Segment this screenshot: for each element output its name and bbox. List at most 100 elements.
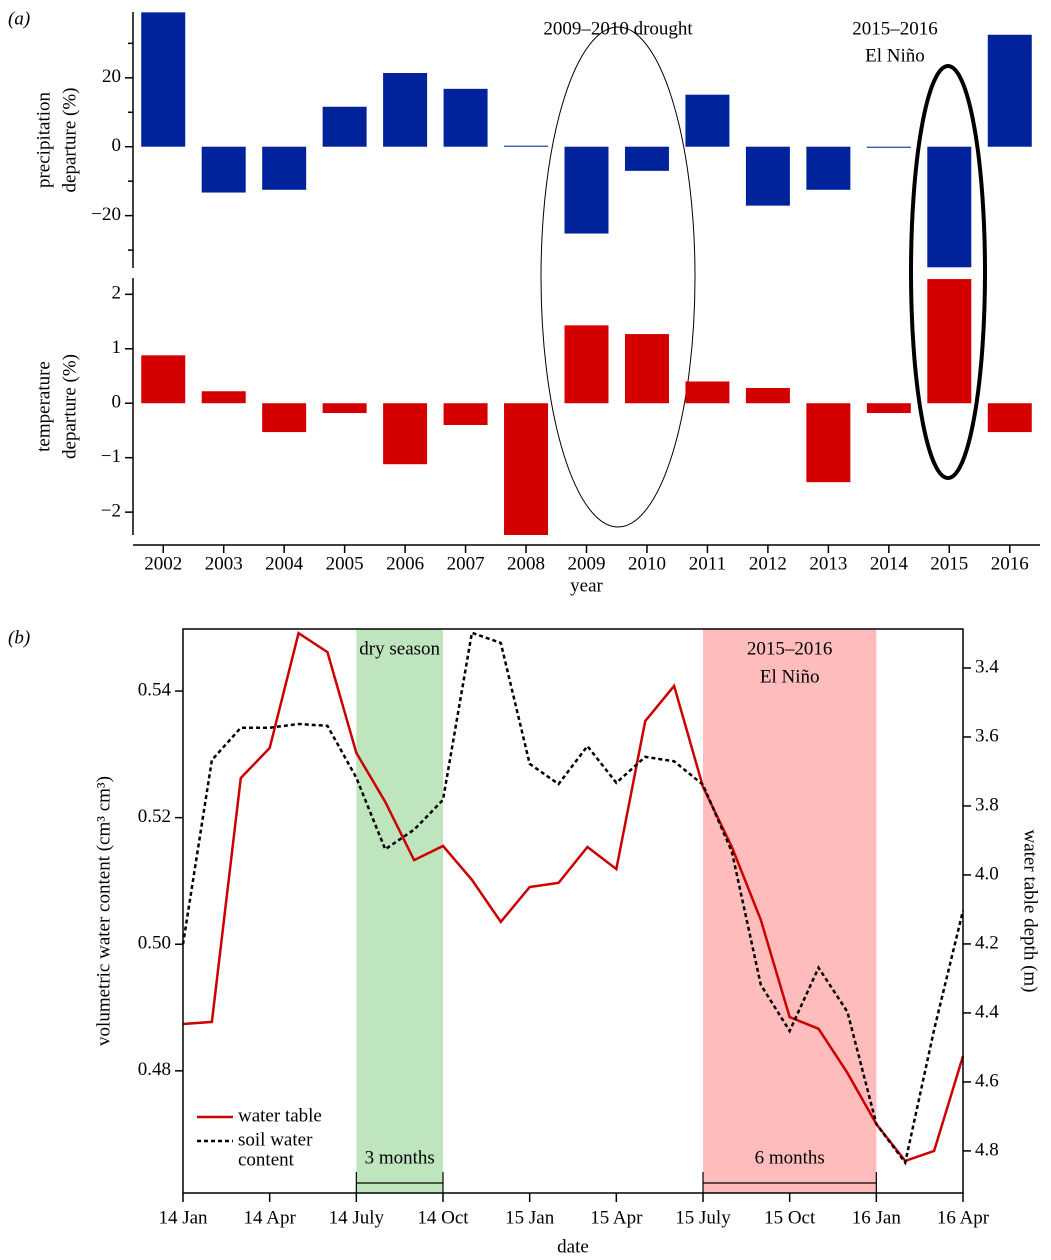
- series-line: [182, 631, 965, 1163]
- bar: [866, 146, 911, 148]
- x-axis-label: year: [570, 575, 603, 596]
- y2-tick-label: 3.6: [975, 725, 999, 746]
- y-tick-label: −2: [101, 500, 121, 521]
- region-label: 2015–2016: [747, 638, 833, 659]
- x-tick-label: 2012: [749, 553, 787, 574]
- bar: [927, 279, 972, 404]
- bar: [564, 325, 609, 404]
- x-tick-label: 14 Jan: [158, 1207, 208, 1228]
- x-tick-label: 14 Oct: [417, 1207, 469, 1228]
- bar: [624, 146, 669, 171]
- bar: [383, 403, 428, 465]
- series-line: [181, 631, 965, 1166]
- x-tick-label: 2015: [930, 553, 968, 574]
- x-tick-label: 2007: [447, 553, 485, 574]
- bar: [322, 106, 367, 147]
- y-axis-label: departure (%): [59, 88, 80, 193]
- annotation: El Niño: [865, 45, 925, 66]
- y2-axis-label: water table depth (m): [1020, 829, 1041, 992]
- annotation: 2015–2016: [852, 18, 938, 39]
- bar: [262, 403, 307, 433]
- y-tick-label: 20: [102, 66, 121, 87]
- bar: [141, 12, 186, 147]
- x-tick-label: 15 Apr: [590, 1207, 643, 1228]
- x-tick-label: 2016: [991, 553, 1029, 574]
- bar: [383, 72, 428, 147]
- x-tick-label: 2011: [689, 553, 726, 574]
- x-tick-label: 2013: [809, 553, 847, 574]
- bar: [322, 403, 367, 414]
- region-label: dry season: [359, 638, 440, 659]
- x-tick-label: 2002: [144, 553, 182, 574]
- y2-tick-label: 4.8: [975, 1139, 999, 1160]
- x-tick-label: 2005: [326, 553, 364, 574]
- bar: [987, 34, 1032, 147]
- bar: [141, 355, 186, 404]
- y2-tick-label: 4.0: [975, 863, 999, 884]
- y-axis-label: volumetric water content (cm³ cm³): [93, 776, 114, 1046]
- x-tick-label: 15 July: [675, 1207, 731, 1228]
- legend-label: water table: [238, 1105, 322, 1126]
- annotation: 2009–2010 drought: [543, 18, 693, 39]
- bar: [504, 403, 549, 535]
- x-tick-label: 16 Apr: [937, 1207, 990, 1228]
- bar: [443, 88, 488, 147]
- y2-tick-label: 4.2: [975, 932, 999, 953]
- x-tick-label: 2004: [265, 553, 304, 574]
- bar: [806, 146, 851, 190]
- region-label: El Niño: [760, 666, 820, 687]
- x-tick-label: 15 Oct: [764, 1207, 816, 1228]
- y-tick-label: 0.48: [138, 1059, 171, 1080]
- y2-tick-label: 4.6: [975, 1070, 999, 1091]
- bar: [745, 387, 790, 404]
- y-tick-label: 0: [112, 392, 122, 413]
- bar: [685, 94, 730, 147]
- el-nino-ellipse: [909, 64, 987, 480]
- y-tick-label: 2: [112, 283, 122, 304]
- bar: [201, 391, 246, 404]
- y2-tick-label: 3.8: [975, 794, 999, 815]
- bracket-label: 6 months: [755, 1147, 825, 1168]
- bar: [806, 403, 851, 483]
- x-tick-label: 2014: [870, 553, 909, 574]
- plot-frame: [182, 628, 964, 1194]
- bar: [987, 403, 1032, 433]
- y2-tick-label: 4.4: [975, 1001, 999, 1022]
- bar: [685, 381, 730, 404]
- bar: [624, 334, 669, 404]
- x-tick-label: 2006: [386, 553, 424, 574]
- y2-tick-label: 3.4: [975, 656, 999, 677]
- shaded-region: [356, 629, 443, 1193]
- bar: [745, 146, 790, 206]
- bar: [866, 403, 911, 414]
- bar: [262, 146, 307, 190]
- panel-label: (b): [8, 627, 30, 648]
- bar: [443, 403, 488, 426]
- y-tick-label: 0.54: [138, 679, 172, 700]
- y-tick-label: 1: [112, 337, 122, 358]
- x-axis-label: date: [557, 1236, 589, 1257]
- y-axis-label: departure (%): [59, 354, 80, 459]
- x-tick-label: 14 Apr: [244, 1207, 297, 1228]
- y-tick-label: 0.50: [138, 933, 171, 954]
- legend-label: soil water: [238, 1129, 313, 1150]
- legend-label: content: [238, 1149, 295, 1170]
- drought-ellipse: [540, 26, 696, 528]
- x-tick-label: 15 Jan: [505, 1207, 555, 1228]
- x-tick-label: 2008: [507, 553, 545, 574]
- y-tick-label: −20: [91, 204, 121, 225]
- bar: [564, 146, 609, 234]
- bar: [201, 146, 246, 193]
- panel-label: (a): [8, 8, 30, 29]
- bar: [927, 146, 972, 268]
- y-tick-label: 0.52: [138, 806, 171, 827]
- x-tick-label: 16 Jan: [852, 1207, 902, 1228]
- y-axis-label: precipitation: [33, 91, 54, 188]
- y-tick-label: 0: [112, 135, 122, 156]
- x-tick-label: 2009: [568, 553, 606, 574]
- y-axis-label: temperature: [33, 361, 54, 452]
- x-tick-label: 14 July: [329, 1207, 385, 1228]
- bar: [504, 145, 549, 147]
